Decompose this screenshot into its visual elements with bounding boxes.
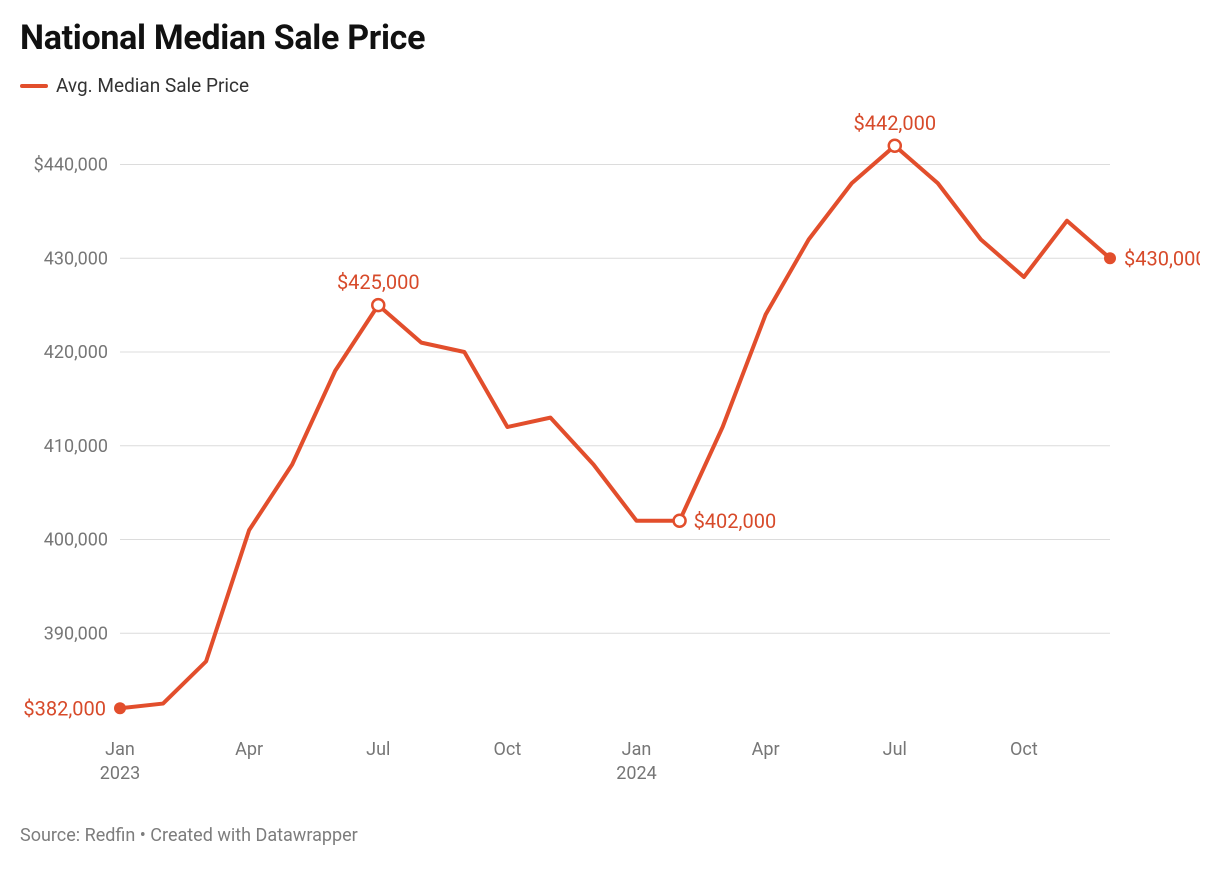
x-tick-year-label: 2024 [616,763,656,784]
x-tick-label: Oct [494,739,522,760]
x-tick-label: Jan [105,739,135,760]
callout-label: $402,000 [694,509,777,533]
y-tick-label: 430,000 [44,248,108,269]
chart-title: National Median Sale Price [20,18,1200,58]
callout-marker [114,702,126,714]
x-tick-label: Jan [622,739,652,760]
callout-marker [889,140,901,152]
x-tick-label: Apr [752,739,780,760]
y-tick-label: 420,000 [44,342,108,363]
x-tick-label: Apr [235,739,263,760]
y-tick-label: $440,000 [34,155,108,176]
callout-label: $442,000 [853,111,936,135]
chart-footer: Source: Redfin • Created with Datawrappe… [20,825,1200,846]
series-line [120,146,1110,709]
line-chart: $440,000 430,000 420,000 410,000 400,000 390,… [20,107,1200,807]
callout-marker [372,299,384,311]
y-tick-label: 400,000 [44,530,108,551]
callout-marker [1104,252,1116,264]
callout-label: $382,000 [23,696,106,720]
x-tick-label: Jul [883,739,907,760]
legend-swatch [20,84,48,88]
callout-marker [674,515,686,527]
callout-label: $430,000 [1124,246,1200,270]
x-tick-year-label: 2023 [100,763,140,784]
x-tick-label: Jul [366,739,390,760]
y-tick-label: 390,000 [44,623,108,644]
callout-label: $425,000 [337,270,420,294]
legend-label: Avg. Median Sale Price [56,74,249,97]
legend: Avg. Median Sale Price [20,74,1200,97]
y-tick-label: 410,000 [44,436,108,457]
x-tick-label: Oct [1010,739,1038,760]
